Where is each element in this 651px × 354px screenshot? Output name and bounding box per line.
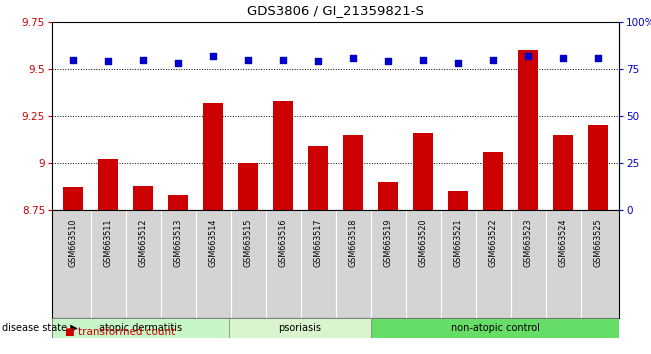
Text: disease state ▶: disease state ▶ <box>2 323 77 333</box>
Bar <box>133 185 152 210</box>
Bar <box>169 195 187 210</box>
Text: ■ transformed count: ■ transformed count <box>65 327 175 337</box>
Point <box>208 53 218 59</box>
Bar <box>343 135 363 210</box>
Bar <box>589 125 607 210</box>
Text: non-atopic control: non-atopic control <box>450 323 540 333</box>
Bar <box>449 191 467 210</box>
Point <box>103 59 113 64</box>
Bar <box>98 159 118 210</box>
Point <box>278 57 288 62</box>
Text: GSM663518: GSM663518 <box>348 219 357 267</box>
Text: GSM663513: GSM663513 <box>174 219 182 267</box>
Point <box>593 55 603 61</box>
Bar <box>52 318 229 338</box>
Bar <box>484 152 503 210</box>
Text: GSM663514: GSM663514 <box>208 219 217 267</box>
Text: GSM663525: GSM663525 <box>594 219 602 267</box>
Bar <box>229 318 371 338</box>
Bar <box>309 146 327 210</box>
Text: GSM663516: GSM663516 <box>279 219 288 267</box>
Point <box>348 55 358 61</box>
Bar <box>238 163 258 210</box>
Text: GSM663524: GSM663524 <box>559 219 568 267</box>
Point <box>173 61 183 66</box>
Bar <box>273 101 293 210</box>
Bar <box>378 182 398 210</box>
Bar <box>518 50 538 210</box>
Bar <box>553 135 573 210</box>
Point <box>558 55 568 61</box>
Text: GSM663519: GSM663519 <box>383 219 393 267</box>
Point <box>312 59 323 64</box>
Point <box>68 57 78 62</box>
Text: GSM663512: GSM663512 <box>139 219 148 267</box>
Text: atopic dermatitis: atopic dermatitis <box>99 323 182 333</box>
Point <box>418 57 428 62</box>
Text: GSM663520: GSM663520 <box>419 219 428 267</box>
Point <box>383 59 393 64</box>
Text: GSM663522: GSM663522 <box>488 219 497 267</box>
Point <box>523 53 533 59</box>
Text: GSM663523: GSM663523 <box>523 219 533 267</box>
Text: GSM663521: GSM663521 <box>454 219 462 267</box>
Bar <box>203 103 223 210</box>
Bar <box>413 133 433 210</box>
Text: GDS3806 / GI_21359821-S: GDS3806 / GI_21359821-S <box>247 4 424 17</box>
Point <box>243 57 253 62</box>
Text: GSM663511: GSM663511 <box>104 219 113 267</box>
Point <box>453 61 464 66</box>
Bar <box>63 187 83 210</box>
Point <box>488 57 498 62</box>
Text: GSM663510: GSM663510 <box>68 219 77 267</box>
Point <box>138 57 148 62</box>
Text: GSM663517: GSM663517 <box>314 219 322 267</box>
Bar <box>371 318 619 338</box>
Text: psoriasis: psoriasis <box>279 323 322 333</box>
Text: GSM663515: GSM663515 <box>243 219 253 267</box>
